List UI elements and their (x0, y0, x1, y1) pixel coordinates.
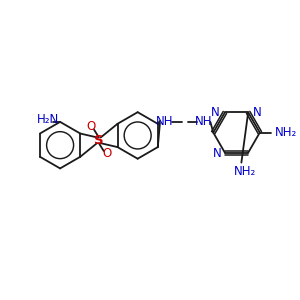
Text: NH₂: NH₂ (275, 126, 298, 139)
Text: O: O (102, 147, 111, 161)
Text: NH: NH (195, 116, 212, 128)
Text: NH₂: NH₂ (234, 165, 256, 178)
Text: N: N (211, 106, 220, 119)
Text: S: S (94, 134, 104, 147)
Text: N: N (213, 147, 222, 160)
Text: N: N (253, 106, 262, 119)
Text: O: O (86, 120, 96, 133)
Text: NH: NH (156, 116, 173, 128)
Text: H₂N: H₂N (36, 113, 58, 126)
